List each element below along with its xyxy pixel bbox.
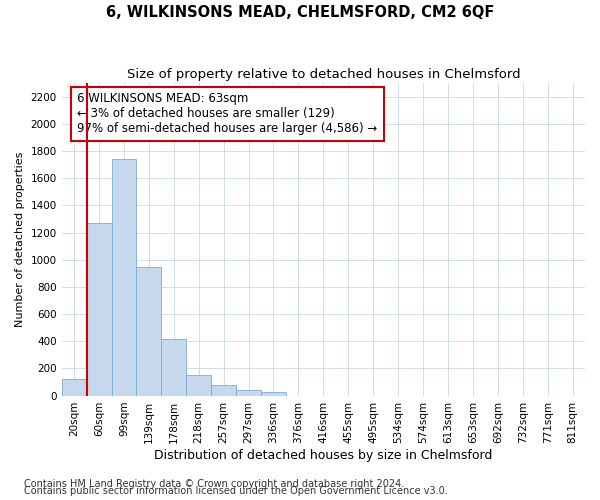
Bar <box>236 390 261 396</box>
Bar <box>112 159 136 396</box>
Bar <box>62 380 86 396</box>
Bar <box>261 392 286 396</box>
Bar <box>211 386 236 396</box>
Text: Contains public sector information licensed under the Open Government Licence v3: Contains public sector information licen… <box>24 486 448 496</box>
Bar <box>161 339 186 396</box>
Text: 6, WILKINSONS MEAD, CHELMSFORD, CM2 6QF: 6, WILKINSONS MEAD, CHELMSFORD, CM2 6QF <box>106 5 494 20</box>
Bar <box>136 267 161 396</box>
Text: Contains HM Land Registry data © Crown copyright and database right 2024.: Contains HM Land Registry data © Crown c… <box>24 479 404 489</box>
Y-axis label: Number of detached properties: Number of detached properties <box>15 152 25 327</box>
Title: Size of property relative to detached houses in Chelmsford: Size of property relative to detached ho… <box>127 68 520 80</box>
X-axis label: Distribution of detached houses by size in Chelmsford: Distribution of detached houses by size … <box>154 450 493 462</box>
Bar <box>186 375 211 396</box>
Text: 6 WILKINSONS MEAD: 63sqm
← 3% of detached houses are smaller (129)
97% of semi-d: 6 WILKINSONS MEAD: 63sqm ← 3% of detache… <box>77 92 377 136</box>
Bar <box>86 223 112 396</box>
